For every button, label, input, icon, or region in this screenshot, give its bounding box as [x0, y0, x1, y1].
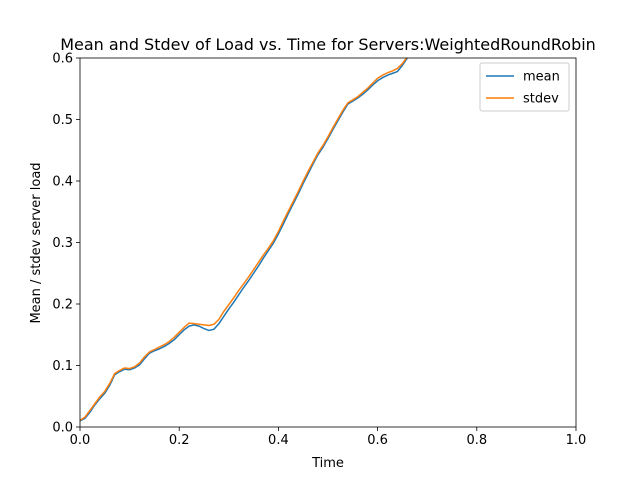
legend-label-stdev: stdev	[523, 92, 559, 107]
legend-label-mean: mean	[523, 70, 560, 85]
series-line-stdev	[80, 58, 408, 421]
y-axis: 0.0 0.1 0.2 0.3 0.4 0.5 0.6	[52, 52, 80, 436]
y-tick-label: 0.1	[52, 359, 73, 374]
x-axis: 0.0 0.2 0.4 0.6 0.8 1.0	[70, 427, 587, 448]
x-tick-label: 0.0	[70, 433, 91, 448]
y-tick-label: 0.4	[52, 175, 73, 190]
y-axis-label: Mean / stdev server load	[29, 162, 44, 323]
x-tick-label: 0.6	[367, 433, 388, 448]
chart-title: Mean and Stdev of Load vs. Time for Serv…	[60, 35, 596, 54]
y-tick-label: 0.5	[52, 113, 73, 128]
x-tick-label: 0.8	[466, 433, 487, 448]
x-tick-label: 1.0	[566, 433, 587, 448]
y-tick-label: 0.2	[52, 298, 73, 313]
x-tick-label: 0.2	[169, 433, 190, 448]
x-tick-label: 0.4	[268, 433, 289, 448]
legend: mean stdev	[479, 62, 570, 112]
y-tick-label: 0.6	[52, 52, 73, 67]
x-axis-label: Time	[311, 456, 344, 471]
y-tick-label: 0.0	[52, 421, 73, 436]
series-line-mean	[80, 58, 408, 422]
y-tick-label: 0.3	[52, 236, 73, 251]
legend-box	[479, 62, 570, 112]
